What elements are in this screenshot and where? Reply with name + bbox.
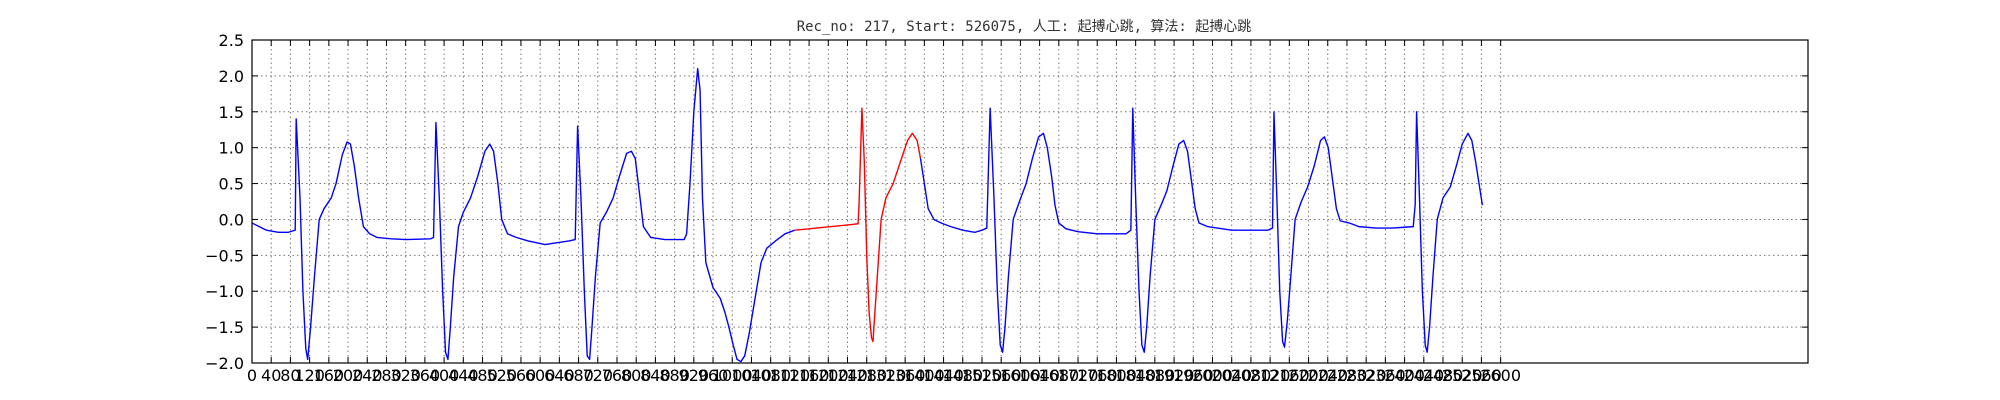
- x-tick-label: 480: [467, 366, 498, 385]
- x-tick-label: 1400: [904, 366, 945, 385]
- y-tick-label: −0.5: [205, 246, 244, 265]
- x-tick-label: 2000: [1192, 366, 1233, 385]
- y-tick-label: 0.0: [219, 210, 244, 229]
- plot-frame: [251, 39, 1809, 364]
- x-tick-label: 720: [583, 366, 614, 385]
- series-line-1: [794, 107, 922, 343]
- x-tick-label: 2200: [1288, 366, 1329, 385]
- x-tick-label: 2280: [1327, 366, 1368, 385]
- x-tick-label: 2120: [1250, 366, 1291, 385]
- x-tick-label: 400: [429, 366, 460, 385]
- y-tick-label: −1.5: [205, 318, 244, 337]
- x-tick-label: 1280: [846, 366, 887, 385]
- x-tick-label: 1520: [962, 366, 1003, 385]
- x-tick-label: 80: [280, 366, 300, 385]
- series-line-2: [919, 107, 1484, 353]
- y-tick-label: 2.0: [219, 67, 244, 86]
- x-tick-label: 1120: [770, 366, 811, 385]
- x-tick-label: 880: [659, 366, 690, 385]
- x-tick-label: 40: [261, 366, 281, 385]
- x-tick-label: 120: [294, 366, 325, 385]
- plot-series: [251, 68, 1484, 363]
- x-tick-label: 1240: [827, 366, 868, 385]
- x-tick-label: 2480: [1423, 366, 1464, 385]
- y-tick-label: 1.5: [219, 103, 244, 122]
- y-tick-label: 2.5: [219, 31, 244, 50]
- x-tick-label: 360: [410, 366, 441, 385]
- x-tick-label: 1440: [923, 366, 964, 385]
- x-tick-label: 1320: [866, 366, 907, 385]
- x-tick-label: 1840: [1115, 366, 1156, 385]
- x-tick-label: 2400: [1384, 366, 1425, 385]
- x-tick-label: 800: [621, 366, 652, 385]
- x-tick-label: 600: [525, 366, 556, 385]
- x-tick-label: 0: [247, 366, 257, 385]
- x-tick-label: 280: [371, 366, 402, 385]
- x-tick-label: 960: [698, 366, 729, 385]
- x-tick-label: 1600: [1000, 366, 1041, 385]
- x-tick-label: 1760: [1077, 366, 1118, 385]
- x-tick-label: 1880: [1135, 366, 1176, 385]
- x-tick-label: 160: [314, 366, 345, 385]
- x-tick-label: 760: [602, 366, 633, 385]
- x-tick-label: 1680: [1038, 366, 1079, 385]
- x-tick-label: 1040: [731, 366, 772, 385]
- grid: [252, 39, 1808, 364]
- x-tick-label: 2560: [1461, 366, 1502, 385]
- y-tick-label: −1.0: [205, 282, 244, 301]
- x-tick-label: 1080: [750, 366, 791, 385]
- x-tick-label: 2320: [1346, 366, 1387, 385]
- x-tick-label: 1960: [1173, 366, 1214, 385]
- x-tick-label: 2520: [1442, 366, 1483, 385]
- x-tick-label: 1920: [1154, 366, 1195, 385]
- x-tick-label: 2040: [1211, 366, 1252, 385]
- x-tick-label: 640: [544, 366, 575, 385]
- x-tick-label: 1720: [1058, 366, 1099, 385]
- x-tick-label: 2440: [1403, 366, 1444, 385]
- x-tick-label: 840: [640, 366, 671, 385]
- x-tick-label: 1000: [712, 366, 753, 385]
- x-tick-label: 2080: [1231, 366, 1272, 385]
- y-tick-label: 1.0: [219, 139, 244, 158]
- x-tick-label: 560: [506, 366, 537, 385]
- x-tick-label: 1800: [1096, 366, 1137, 385]
- x-tick-label: 680: [563, 366, 594, 385]
- x-tick-label: 2600: [1480, 366, 1521, 385]
- series-line-0: [251, 68, 795, 363]
- x-tick-label: 320: [390, 366, 421, 385]
- x-tick-label: 2160: [1269, 366, 1310, 385]
- x-tick-label: 200: [333, 366, 364, 385]
- axis-ticks: 2.52.01.51.00.50.0−0.5−1.0−1.5−2.00 40801…: [205, 31, 1808, 385]
- x-tick-label: 240: [352, 366, 383, 385]
- chart-title: Rec_no: 217, Start: 526075, 人工: 起搏心跳, 算法…: [797, 18, 1252, 35]
- x-tick-label: 520: [486, 366, 517, 385]
- x-tick-label: 440: [448, 366, 479, 385]
- x-tick-label: 920: [679, 366, 710, 385]
- x-tick-label: 1200: [808, 366, 849, 385]
- x-tick-label: 1360: [885, 366, 926, 385]
- x-tick-label: 1560: [981, 366, 1022, 385]
- x-tick-label: 1480: [942, 366, 983, 385]
- x-tick-label: 2360: [1365, 366, 1406, 385]
- x-tick-label: 1160: [789, 366, 830, 385]
- y-tick-label: 0.5: [219, 175, 244, 194]
- x-tick-label: 2240: [1307, 366, 1348, 385]
- x-tick-label: 1640: [1019, 366, 1060, 385]
- y-tick-label: −2.0: [205, 354, 244, 373]
